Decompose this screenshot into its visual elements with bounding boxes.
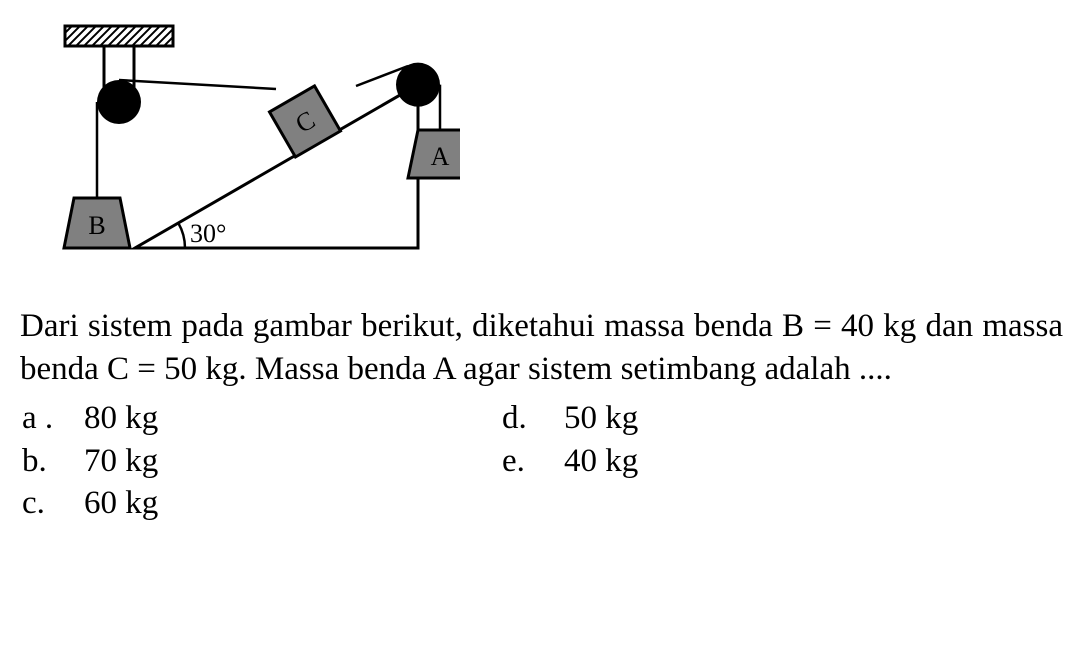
option-d-text: 50 kg [564,397,638,440]
option-e: e. 40 kg [500,440,980,483]
block-b-label: B [88,211,105,240]
option-d-letter: d. [500,397,564,440]
option-b: b. 70 kg [20,440,500,483]
option-c-letter: c. [20,482,84,525]
option-c: c. 60 kg [20,482,500,525]
option-a-text: 80 kg [84,397,158,440]
angle-arc [178,223,185,248]
ceiling-mount [65,26,173,46]
option-a-letter: a . [20,397,84,440]
option-c-text: 60 kg [84,482,158,525]
diagram-svg: 30° C B A [30,20,460,265]
left-pulley [97,80,141,124]
option-a: a . 80 kg [20,397,500,440]
option-e-letter: e. [500,440,564,483]
option-b-text: 70 kg [84,440,158,483]
option-b-letter: b. [20,440,84,483]
question-text: Dari sistem pada gambar berikut, diketah… [20,305,1063,391]
answer-options: a . 80 kg b. 70 kg c. 60 kg d. 50 kg e. … [20,397,1063,526]
option-e-text: 40 kg [564,440,638,483]
option-d: d. 50 kg [500,397,980,440]
block-a-label: A [431,142,450,171]
block-c: C [269,86,340,157]
angle-label: 30° [190,219,226,248]
rope-left-to-c [119,80,276,89]
physics-diagram: 30° C B A [30,20,1063,277]
